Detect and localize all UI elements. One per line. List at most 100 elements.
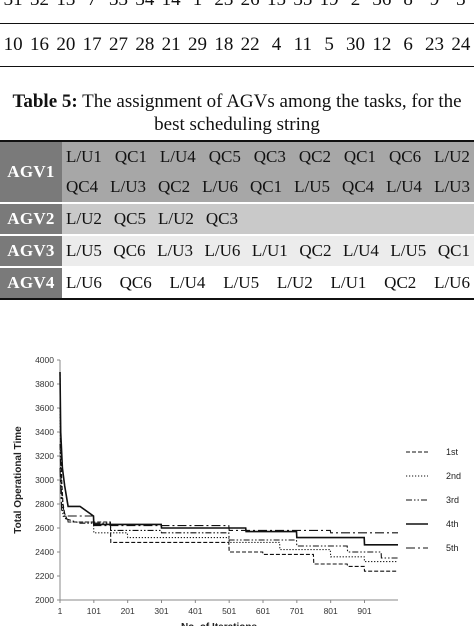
number-cell: 34 xyxy=(132,0,158,13)
agv-row-agv2: AGV2 L/U2 QC5 L/U2 QC3 xyxy=(0,204,474,236)
task-cell: L/U6 xyxy=(66,273,102,292)
series-line-5th xyxy=(59,467,398,534)
number-cell: 1 xyxy=(185,0,211,13)
agv-task-line: L/U5 QC6 L/U3 L/U6 L/U1 QC2 L/U4 L/U5 QC1 xyxy=(62,236,474,266)
x-tick-label: 301 xyxy=(154,606,168,616)
task-cell: L/U2 xyxy=(158,209,194,228)
number-cell: 19 xyxy=(316,0,342,13)
y-tick-label: 2600 xyxy=(35,523,54,533)
x-tick-label: 501 xyxy=(222,606,236,616)
number-cell: 29 xyxy=(188,34,207,55)
y-tick-label: 4000 xyxy=(35,355,54,365)
top-table-row-1: 313213733341412326153519236893 xyxy=(0,0,474,13)
task-cell: L/U3 xyxy=(157,241,193,260)
number-cell: 14 xyxy=(158,0,184,13)
task-cell: QC6 xyxy=(119,273,152,292)
task-cell: L/U5 xyxy=(66,241,102,260)
task-cell: L/U2 xyxy=(434,147,470,166)
number-cell: 8 xyxy=(395,0,421,13)
y-tick-label: 2400 xyxy=(35,547,54,557)
number-cell: 22 xyxy=(240,34,260,55)
task-cell: QC3 xyxy=(253,147,286,166)
series-line-4th xyxy=(59,371,398,546)
agv-row-agv3: AGV3 L/U5 QC6 L/U3 L/U6 L/U1 QC2 L/U4 L/U5 QC1 xyxy=(0,236,474,268)
task-cell: QC4 xyxy=(66,177,99,196)
task-cell: QC1 xyxy=(343,147,377,166)
number-cell: 35 xyxy=(290,0,316,13)
table-caption: Table 5: The assignment of AGVs among th… xyxy=(0,90,474,136)
agv-task-line: L/U1 QC1 L/U4 QC5 QC3 QC2 QC1 QC6 L/U2 xyxy=(62,142,474,172)
series-line-3rd xyxy=(59,443,398,559)
y-tick-label: 3000 xyxy=(35,475,54,485)
task-cell: QC6 xyxy=(388,147,422,166)
task-cell: QC5 xyxy=(113,209,147,228)
number-cell: 5 xyxy=(324,34,334,55)
number-cell: 18 xyxy=(214,34,234,55)
number-cell: 33 xyxy=(106,0,132,13)
y-tick-label: 3800 xyxy=(35,379,54,389)
top-number-table: 313213733341412326153519236893 101620172… xyxy=(0,0,474,68)
number-cell: 31 xyxy=(0,0,26,13)
agv-row-agv1: AGV1 L/U1 QC1 L/U4 QC5 QC3 QC2 QC1 QC6 L/U2 QC4 L/U… xyxy=(0,142,474,204)
task-cell: QC1 xyxy=(114,147,147,166)
series-line-2nd xyxy=(59,407,398,563)
caption-label: Table 5: xyxy=(12,91,78,112)
x-tick-label: 401 xyxy=(188,606,202,616)
number-cell: 15 xyxy=(264,0,290,13)
number-cell: 28 xyxy=(135,34,155,55)
legend-label: 5th xyxy=(446,543,459,553)
task-cell: QC2 xyxy=(384,273,417,292)
task-cell: L/U4 xyxy=(343,241,379,260)
task-cell: QC1 xyxy=(250,177,283,196)
legend-label: 1st xyxy=(446,447,459,457)
task-cell: L/U5 xyxy=(223,273,260,292)
y-tick-label: 2800 xyxy=(35,499,54,509)
number-cell: 2 xyxy=(343,0,369,13)
agv-task-line: L/U2 QC5 L/U2 QC3 xyxy=(62,204,474,234)
agv-label: AGV3 xyxy=(0,236,62,266)
number-cell: 7 xyxy=(79,0,105,13)
x-tick-label: 901 xyxy=(357,606,371,616)
legend-label: 4th xyxy=(446,519,459,529)
number-cell: 21 xyxy=(161,34,181,55)
convergence-chart: 2000 2200 2400 2600 2800 3000 3200 3400 3600 3800… xyxy=(13,355,461,626)
x-tick-label: 701 xyxy=(290,606,304,616)
task-cell: L/U4 xyxy=(159,147,196,166)
task-cell: QC2 xyxy=(158,177,191,196)
number-cell: 16 xyxy=(30,34,49,55)
number-cell: 12 xyxy=(372,34,392,55)
task-cell: L/U4 xyxy=(386,177,423,196)
task-cell: QC3 xyxy=(205,209,239,228)
x-tick-label: 801 xyxy=(324,606,338,616)
task-cell: L/U5 xyxy=(294,177,331,196)
y-tick-label: 2000 xyxy=(35,595,54,605)
task-cell: L/U1 xyxy=(251,241,288,260)
y-tick-label: 2200 xyxy=(35,571,54,581)
number-cell: 27 xyxy=(109,34,128,55)
task-cell: L/U6 xyxy=(434,273,470,292)
task-cell: L/U3 xyxy=(434,177,470,196)
agv-label: AGV4 xyxy=(0,268,62,298)
agv-label: AGV1 xyxy=(0,142,62,202)
number-cell: 32 xyxy=(27,0,53,13)
legend-label: 3rd xyxy=(446,495,459,505)
number-cell: 36 xyxy=(369,0,395,13)
agv-assignment-table: AGV1 L/U1 QC1 L/U4 QC5 QC3 QC2 QC1 QC6 L/U2 QC4 L/U… xyxy=(0,140,474,300)
top-table-row-2: 10 16 20 17 27 28 21 29 18 22 4 11 5 30 12 6 23 24 xyxy=(0,32,474,58)
number-cell: 13 xyxy=(53,0,79,13)
number-cell: 3 xyxy=(448,0,474,13)
task-cell: QC2 xyxy=(298,147,331,166)
task-cell: QC1 xyxy=(437,241,470,260)
agv-task-line: L/U6 QC6 L/U4 L/U5 L/U2 L/U1 QC2 L/U6 xyxy=(62,268,474,298)
number-cell: 10 xyxy=(3,34,23,55)
top-table-rule xyxy=(0,23,474,24)
number-cell: 11 xyxy=(293,34,312,55)
task-cell: L/U1 xyxy=(330,273,367,292)
task-cell: QC6 xyxy=(113,241,146,260)
task-cell: L/U6 xyxy=(204,241,241,260)
y-tick-label: 3600 xyxy=(35,403,54,413)
agv-label: AGV2 xyxy=(0,204,62,234)
task-cell: L/U2 xyxy=(66,209,102,228)
task-cell: QC4 xyxy=(342,177,375,196)
y-axis-label: Total Operational Time xyxy=(13,426,24,534)
